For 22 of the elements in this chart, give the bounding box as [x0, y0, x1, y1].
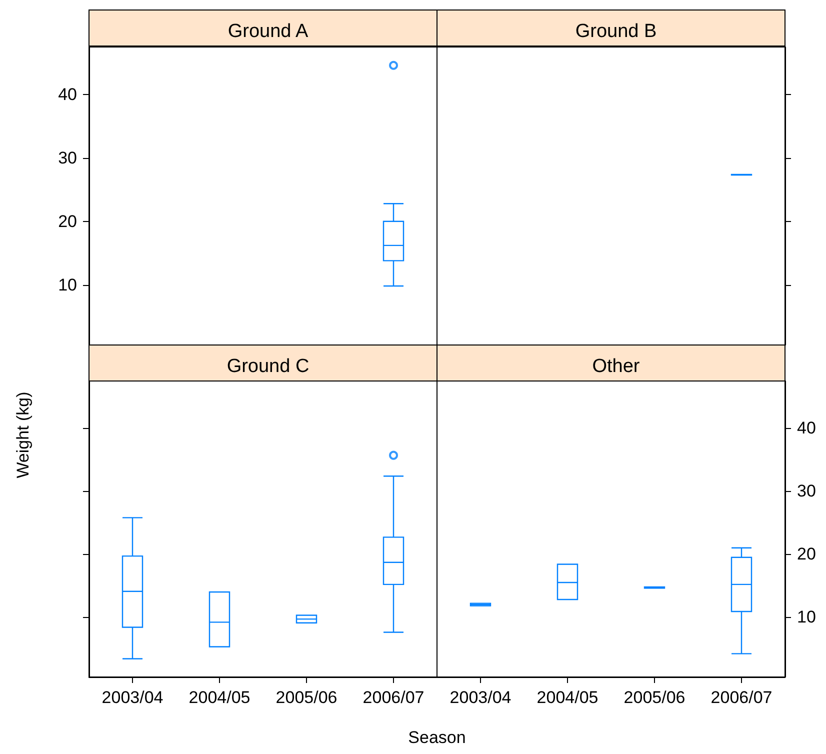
y-tick-label: 40 — [797, 418, 816, 438]
x-tick-label: 2005/06 — [276, 688, 338, 707]
y-tick-label: 10 — [58, 275, 77, 294]
x-tick-label: 2004/05 — [536, 688, 598, 707]
y-tick-label: 20 — [797, 544, 816, 564]
y-tick-label: 40 — [58, 85, 77, 104]
chart-title: Ground A — [228, 21, 308, 42]
chart-title: Ground C — [226, 356, 310, 377]
x-tick-label: 2003/04 — [102, 688, 164, 707]
x-axis-title: Season — [408, 728, 466, 748]
y-tick-label: 30 — [58, 148, 77, 168]
x-tick-label: 2006/07 — [710, 688, 772, 707]
x-tick-label: 2004/05 — [188, 688, 250, 707]
y-tick-label: 20 — [58, 212, 77, 231]
y-tick-label: 10 — [797, 608, 816, 627]
x-tick-label: 2005/06 — [624, 688, 686, 707]
chart-title: Other — [592, 356, 640, 377]
x-tick-label: 2006/07 — [362, 688, 424, 707]
x-tick-label: 2003/04 — [450, 688, 512, 707]
chart-title: Ground B — [575, 21, 657, 42]
y-tick-label: 30 — [797, 482, 816, 501]
y-axis-title: Weight (kg) — [13, 392, 34, 478]
